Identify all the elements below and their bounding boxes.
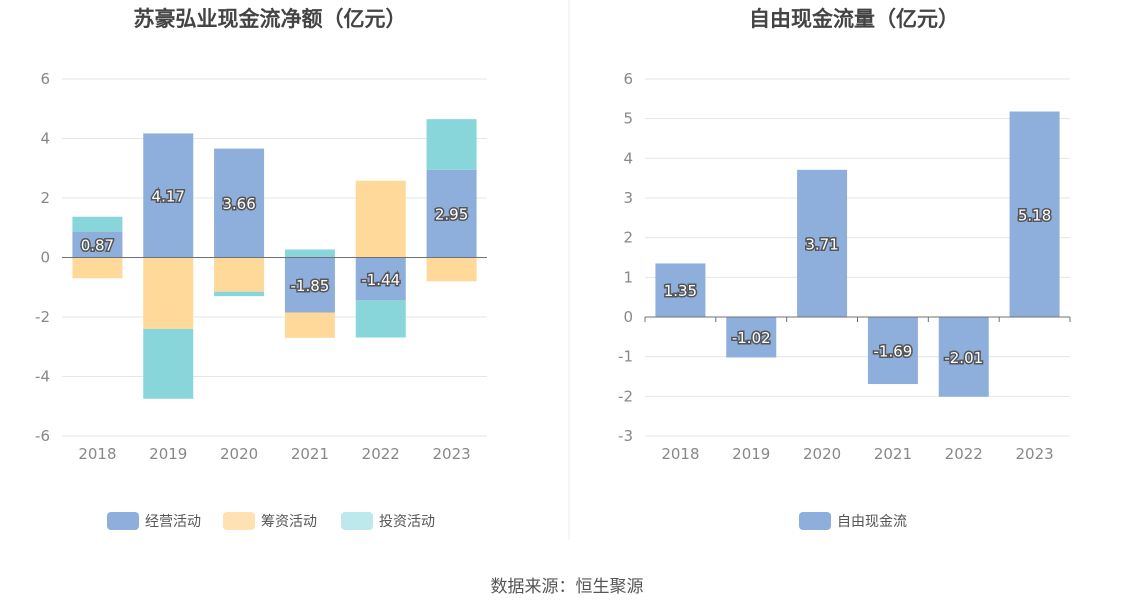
data-label: -1.69 bbox=[874, 343, 913, 361]
bar bbox=[72, 257, 123, 279]
bar bbox=[72, 231, 123, 258]
y-tick-label: 2 bbox=[40, 189, 50, 207]
legend-label: 筹资活动 bbox=[261, 513, 317, 530]
bar bbox=[214, 257, 265, 292]
x-tick-label: 2023 bbox=[432, 445, 470, 463]
y-tick-label: 0 bbox=[623, 308, 633, 326]
y-tick-label: -3 bbox=[618, 427, 633, 445]
x-tick-label: 2022 bbox=[945, 445, 983, 463]
x-tick-label: 2019 bbox=[149, 445, 187, 463]
x-tick-label: 2021 bbox=[874, 445, 912, 463]
bar bbox=[214, 148, 265, 258]
y-tick-label: 3 bbox=[623, 189, 633, 207]
x-tick-label: 2019 bbox=[732, 445, 770, 463]
x-tick-label: 2023 bbox=[1015, 445, 1053, 463]
bar bbox=[214, 291, 265, 297]
y-tick-label: 4 bbox=[40, 130, 50, 148]
data-label: 0.87 bbox=[81, 237, 114, 255]
data-label: 3.66 bbox=[222, 195, 255, 213]
bar bbox=[938, 317, 989, 397]
free-cashflow-chart: 自由现金流量（亿元） 6 5 4 3 2 1 0 -1 -2 -3 1.35 -1.02 3.71 -1.6… bbox=[618, 7, 1071, 530]
legend-label: 经营活动 bbox=[145, 514, 201, 530]
legend-swatch bbox=[341, 512, 373, 530]
data-label: -2.01 bbox=[944, 349, 983, 367]
legend-label: 投资活动 bbox=[379, 514, 435, 530]
bar bbox=[797, 169, 848, 317]
bar bbox=[284, 312, 335, 338]
y-tick-label: 6 bbox=[623, 70, 633, 88]
bar bbox=[426, 119, 477, 170]
legend-swatch bbox=[223, 512, 255, 530]
x-tick-label: 2022 bbox=[362, 445, 400, 463]
data-label: -1.44 bbox=[361, 271, 400, 289]
bar bbox=[355, 300, 406, 338]
y-tick-label: 4 bbox=[623, 149, 633, 167]
bar bbox=[1009, 111, 1060, 317]
legend-swatch bbox=[107, 512, 139, 530]
data-source: 数据来源：恒生聚源 bbox=[491, 577, 644, 597]
legend-label: 自由现金流 bbox=[837, 514, 907, 530]
bar bbox=[655, 263, 706, 317]
chart-title: 自由现金流量（亿元） bbox=[749, 7, 959, 31]
x-tick-label: 2021 bbox=[291, 445, 329, 463]
data-label: 1.35 bbox=[664, 282, 697, 300]
y-tick-label: 6 bbox=[40, 70, 50, 88]
y-tick-label: -1 bbox=[618, 348, 633, 366]
bar bbox=[143, 133, 194, 258]
bar bbox=[426, 257, 477, 282]
x-tick-label: 2018 bbox=[78, 445, 116, 463]
data-label: 2.95 bbox=[435, 206, 468, 224]
x-tick-label: 2018 bbox=[661, 445, 699, 463]
y-tick-label: 0 bbox=[40, 249, 50, 267]
data-label: -1.02 bbox=[732, 329, 771, 347]
bar bbox=[284, 257, 335, 313]
data-label: -1.85 bbox=[291, 277, 330, 295]
data-label: 3.71 bbox=[805, 235, 838, 253]
y-tick-label: 2 bbox=[623, 229, 633, 247]
x-tick-label: 2020 bbox=[803, 445, 841, 463]
bar bbox=[72, 216, 123, 232]
legend-swatch bbox=[799, 512, 831, 530]
bar bbox=[726, 317, 777, 358]
bar bbox=[284, 249, 335, 258]
bar bbox=[355, 257, 406, 301]
data-label: 5.18 bbox=[1018, 206, 1051, 224]
y-tick-label: -6 bbox=[35, 427, 50, 445]
y-tick-label: -2 bbox=[618, 387, 633, 405]
y-tick-label: -4 bbox=[35, 368, 50, 386]
y-tick-label: -2 bbox=[35, 308, 50, 326]
bar bbox=[426, 169, 477, 258]
y-tick-label: 1 bbox=[623, 268, 633, 286]
cashflow-net-chart: 苏豪弘业现金流净额（亿元） 6 4 2 0 -2 -4 -6 0.87 4.17 3.66 -1.85… bbox=[35, 7, 487, 530]
bar bbox=[143, 328, 194, 399]
bar bbox=[867, 317, 918, 385]
chart-title: 苏豪弘业现金流净额（亿元） bbox=[134, 7, 407, 31]
bar bbox=[355, 180, 406, 258]
bar bbox=[143, 257, 194, 329]
y-tick-label: 5 bbox=[623, 110, 633, 128]
x-tick-label: 2020 bbox=[220, 445, 258, 463]
data-label: 4.17 bbox=[152, 187, 185, 205]
